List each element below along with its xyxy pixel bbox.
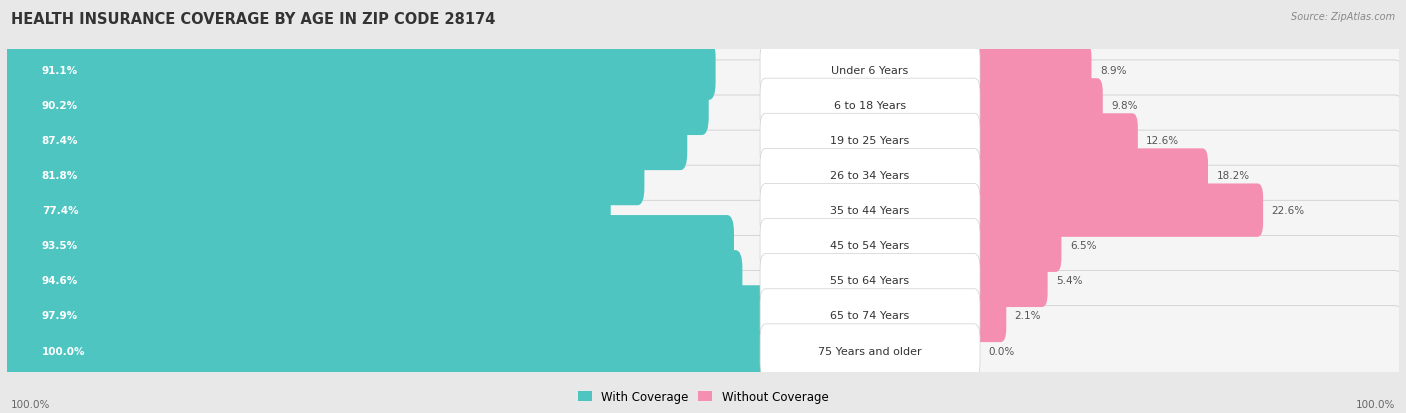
Text: HEALTH INSURANCE COVERAGE BY AGE IN ZIP CODE 28174: HEALTH INSURANCE COVERAGE BY AGE IN ZIP … xyxy=(11,12,496,27)
Text: 100.0%: 100.0% xyxy=(1355,399,1395,409)
Text: 97.9%: 97.9% xyxy=(42,311,77,320)
Text: 91.1%: 91.1% xyxy=(42,66,77,76)
Text: 6.5%: 6.5% xyxy=(1070,241,1097,251)
FancyBboxPatch shape xyxy=(4,145,644,206)
Text: 100.0%: 100.0% xyxy=(42,346,86,356)
FancyBboxPatch shape xyxy=(761,114,980,167)
FancyBboxPatch shape xyxy=(0,131,1406,221)
FancyBboxPatch shape xyxy=(0,306,1406,396)
Text: 9.8%: 9.8% xyxy=(1111,101,1137,111)
Text: 81.8%: 81.8% xyxy=(42,171,79,180)
Text: 90.2%: 90.2% xyxy=(42,101,77,111)
FancyBboxPatch shape xyxy=(969,44,1091,97)
FancyBboxPatch shape xyxy=(4,320,783,381)
FancyBboxPatch shape xyxy=(761,149,980,202)
FancyBboxPatch shape xyxy=(4,40,716,101)
FancyBboxPatch shape xyxy=(4,180,610,241)
FancyBboxPatch shape xyxy=(761,219,980,272)
FancyBboxPatch shape xyxy=(0,26,1406,115)
Text: Source: ZipAtlas.com: Source: ZipAtlas.com xyxy=(1291,12,1395,22)
FancyBboxPatch shape xyxy=(761,44,980,97)
FancyBboxPatch shape xyxy=(4,285,768,346)
Text: 19 to 25 Years: 19 to 25 Years xyxy=(831,135,910,146)
FancyBboxPatch shape xyxy=(969,289,1007,342)
FancyBboxPatch shape xyxy=(969,184,1263,237)
Text: 94.6%: 94.6% xyxy=(42,275,79,286)
Text: 65 to 74 Years: 65 to 74 Years xyxy=(831,311,910,320)
FancyBboxPatch shape xyxy=(0,61,1406,150)
FancyBboxPatch shape xyxy=(761,324,980,377)
Text: 26 to 34 Years: 26 to 34 Years xyxy=(831,171,910,180)
FancyBboxPatch shape xyxy=(0,166,1406,256)
FancyBboxPatch shape xyxy=(761,184,980,237)
Text: 75 Years and older: 75 Years and older xyxy=(818,346,922,356)
FancyBboxPatch shape xyxy=(0,201,1406,290)
Text: 6 to 18 Years: 6 to 18 Years xyxy=(834,101,905,111)
Text: 100.0%: 100.0% xyxy=(11,399,51,409)
FancyBboxPatch shape xyxy=(0,96,1406,185)
FancyBboxPatch shape xyxy=(0,236,1406,325)
Text: 55 to 64 Years: 55 to 64 Years xyxy=(831,275,910,286)
Text: 22.6%: 22.6% xyxy=(1271,206,1305,216)
FancyBboxPatch shape xyxy=(969,254,1047,307)
Text: 45 to 54 Years: 45 to 54 Years xyxy=(831,241,910,251)
Text: 5.4%: 5.4% xyxy=(1056,275,1083,286)
FancyBboxPatch shape xyxy=(4,251,742,311)
FancyBboxPatch shape xyxy=(0,271,1406,361)
FancyBboxPatch shape xyxy=(969,149,1208,202)
Text: 0.0%: 0.0% xyxy=(988,346,1015,356)
FancyBboxPatch shape xyxy=(761,254,980,307)
Text: 8.9%: 8.9% xyxy=(1099,66,1126,76)
Text: 2.1%: 2.1% xyxy=(1015,311,1042,320)
Text: 18.2%: 18.2% xyxy=(1216,171,1250,180)
FancyBboxPatch shape xyxy=(969,79,1102,132)
Text: 87.4%: 87.4% xyxy=(42,135,79,146)
Text: 77.4%: 77.4% xyxy=(42,206,79,216)
FancyBboxPatch shape xyxy=(761,79,980,132)
Text: Under 6 Years: Under 6 Years xyxy=(831,66,908,76)
Text: 93.5%: 93.5% xyxy=(42,241,77,251)
FancyBboxPatch shape xyxy=(969,219,1062,272)
FancyBboxPatch shape xyxy=(969,114,1137,167)
Text: 35 to 44 Years: 35 to 44 Years xyxy=(831,206,910,216)
FancyBboxPatch shape xyxy=(4,76,709,136)
Legend: With Coverage, Without Coverage: With Coverage, Without Coverage xyxy=(572,385,834,408)
Text: 12.6%: 12.6% xyxy=(1146,135,1180,146)
FancyBboxPatch shape xyxy=(761,289,980,342)
FancyBboxPatch shape xyxy=(4,216,734,276)
FancyBboxPatch shape xyxy=(4,111,688,171)
